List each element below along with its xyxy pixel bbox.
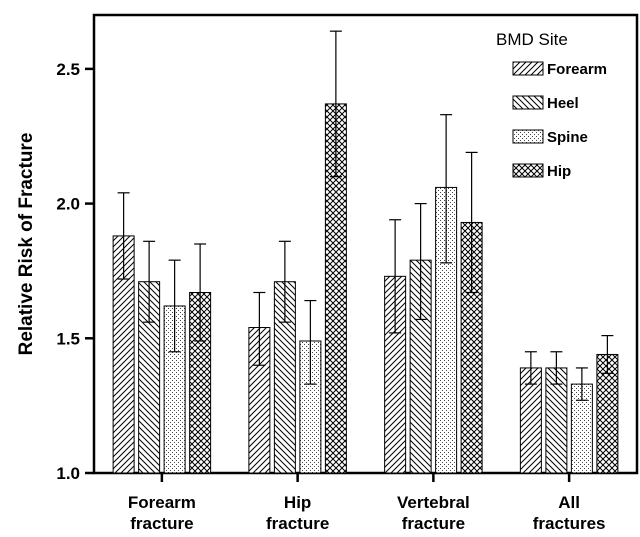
x-tick-label: All <box>558 493 580 512</box>
x-tick-label: fracture <box>130 514 193 533</box>
legend-swatch-heel <box>512 95 544 110</box>
bar-heel <box>138 240 161 474</box>
x-tick-label: Forearm <box>128 493 196 512</box>
x-tick-label: Hip <box>284 493 311 512</box>
legend-swatch-spine <box>512 129 544 144</box>
legend-label-spine: Spine <box>547 129 588 146</box>
legend-title: BMD Site <box>496 30 568 49</box>
bar-heel <box>409 202 432 474</box>
x-axis-ticks: Forearm fracture Hip fracture Vertebral fract… <box>128 473 606 533</box>
y-axis-ticks: 1.0 1.5 2.0 2.5 <box>56 60 94 483</box>
bar-forearm <box>519 351 542 474</box>
bar-forearm <box>248 291 271 474</box>
x-tick-label: fractures <box>533 514 606 533</box>
legend-label-forearm: Forearm <box>547 61 607 78</box>
legend-label-heel: Heel <box>547 95 579 112</box>
y-tick-label: 2.5 <box>56 60 80 79</box>
bar-spine <box>435 114 458 474</box>
y-tick-label: 1.5 <box>56 329 80 348</box>
legend-label-hip: Hip <box>547 163 571 180</box>
bar-heel <box>545 351 568 474</box>
legend-swatch-hip <box>512 163 544 178</box>
bar-hip <box>189 243 212 474</box>
x-tick-label: fracture <box>402 514 465 533</box>
y-axis-title: Relative Risk of Fracture <box>16 133 37 356</box>
legend: BMD Site Forearm Heel Spine Hip <box>496 30 607 180</box>
bar-hip <box>596 335 619 474</box>
bar-heel <box>273 240 296 474</box>
bar-spine <box>163 259 186 474</box>
bar-hip <box>324 30 347 474</box>
x-tick-label: Vertebral <box>397 493 470 512</box>
legend-swatch-forearm <box>512 61 544 76</box>
plot-frame <box>92 13 639 475</box>
bar-groups <box>112 30 619 474</box>
bar-hip <box>460 151 483 474</box>
x-tick-label: fracture <box>266 514 329 533</box>
bar-forearm <box>384 219 407 474</box>
y-tick-label: 2.0 <box>56 195 80 214</box>
y-tick-label: 1.0 <box>56 464 80 483</box>
bar-forearm <box>112 192 135 474</box>
bar-spine <box>570 367 593 474</box>
bar-spine <box>299 299 322 474</box>
